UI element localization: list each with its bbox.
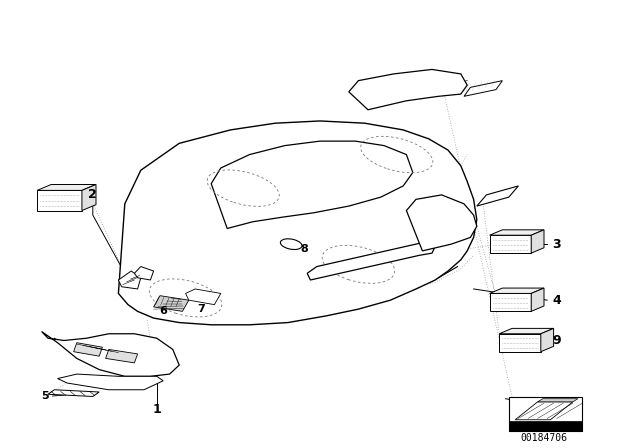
Polygon shape [48,390,99,396]
Polygon shape [490,235,531,253]
Polygon shape [464,81,502,96]
Polygon shape [58,374,163,390]
Polygon shape [541,328,554,352]
Polygon shape [37,190,82,211]
Text: 4: 4 [552,293,561,307]
Polygon shape [509,421,582,431]
Polygon shape [490,288,544,293]
Polygon shape [106,349,138,363]
Ellipse shape [280,239,302,250]
Polygon shape [307,242,435,280]
Text: 00184706: 00184706 [520,433,568,443]
Polygon shape [118,271,141,289]
Polygon shape [82,185,96,211]
Text: 3: 3 [552,237,561,251]
Text: 6: 6 [159,306,167,316]
Polygon shape [538,399,578,402]
Polygon shape [211,141,413,228]
Polygon shape [477,186,518,206]
Polygon shape [186,289,221,305]
Polygon shape [349,69,467,110]
Polygon shape [490,230,544,235]
Polygon shape [118,121,477,325]
Text: 1: 1 [152,403,161,417]
Polygon shape [490,293,531,311]
Polygon shape [499,328,554,334]
Polygon shape [531,288,544,311]
Text: 9: 9 [552,334,561,347]
Polygon shape [406,195,477,251]
Polygon shape [515,402,573,420]
Polygon shape [74,343,102,356]
Polygon shape [134,267,154,280]
Polygon shape [509,397,582,431]
Text: 5: 5 [41,392,49,401]
Polygon shape [42,332,179,376]
Text: 8: 8 [300,244,308,254]
Polygon shape [37,185,96,190]
Text: 2: 2 [88,188,97,202]
Polygon shape [154,296,189,311]
Text: 7: 7 [198,304,205,314]
Polygon shape [499,334,541,352]
Text: 10: 10 [548,399,566,412]
Polygon shape [531,230,544,253]
